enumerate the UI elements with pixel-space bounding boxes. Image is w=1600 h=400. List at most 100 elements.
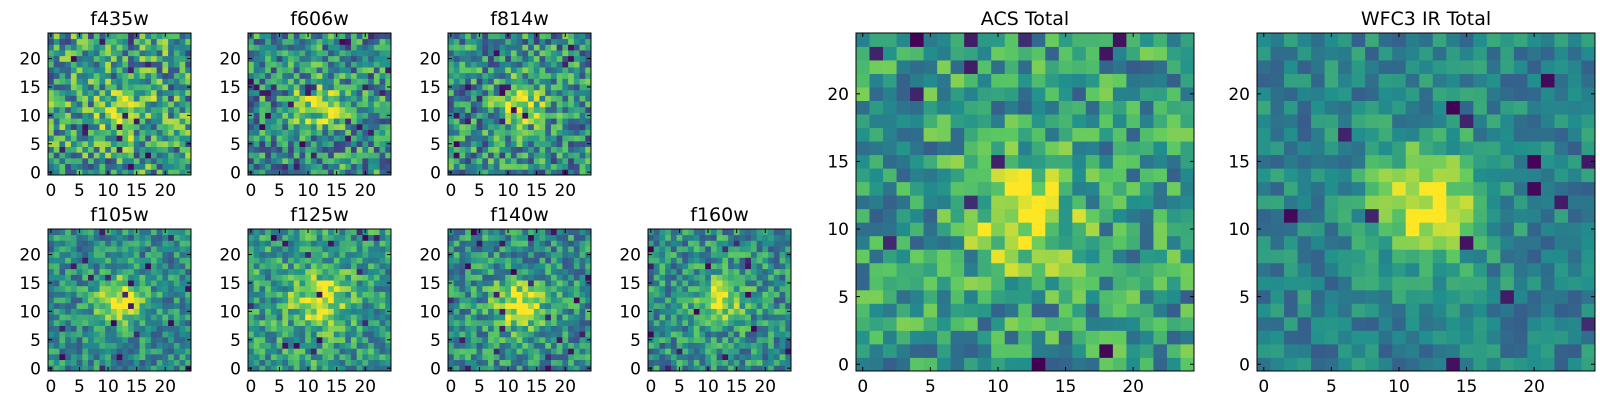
heatmap-cell: [1031, 195, 1046, 210]
heatmap-cell: [459, 50, 466, 57]
heatmap-cell: [528, 146, 535, 153]
heatmap-cell: [1180, 262, 1195, 277]
heatmap-cell: [459, 163, 466, 170]
heatmap-cell: [682, 263, 689, 270]
heatmap-cell: [168, 101, 175, 108]
heatmap-cell: [533, 263, 540, 270]
heatmap-cell: [65, 274, 72, 281]
heatmap-cell: [128, 280, 135, 287]
heatmap-cell: [773, 229, 780, 236]
heatmap-cell: [470, 291, 477, 298]
heatmap-cell: [573, 251, 580, 258]
heatmap-cell: [53, 112, 60, 119]
heatmap-cell: [465, 308, 472, 315]
heatmap-cell: [259, 61, 266, 68]
heatmap-cell: [1099, 208, 1114, 223]
heatmap-cell: [59, 274, 66, 281]
heatmap-cell: [48, 263, 55, 270]
heatmap-cell: [362, 118, 369, 125]
heatmap-cell: [345, 314, 352, 321]
y-tick-label: 15: [219, 274, 241, 294]
heatmap-cell: [510, 67, 518, 74]
heatmap-cell: [528, 123, 535, 130]
heatmap-cell: [516, 146, 523, 153]
heatmap-cell: [276, 342, 283, 349]
heatmap-cell: [70, 257, 77, 264]
heatmap-cell: [145, 67, 152, 74]
heatmap-cell: [670, 319, 677, 326]
heatmap-cell: [488, 152, 495, 159]
heatmap-cell: [328, 101, 335, 108]
heatmap-cell: [539, 61, 546, 68]
heatmap-cell: [162, 342, 169, 349]
heatmap-cell: [70, 251, 77, 258]
heatmap-cell: [282, 297, 289, 304]
heatmap-cell: [105, 342, 112, 349]
heatmap-cell: [128, 163, 135, 170]
heatmap-cell: [699, 359, 706, 366]
heatmap-cell: [510, 129, 518, 136]
heatmap-cell: [499, 67, 506, 74]
heatmap-cell: [950, 262, 965, 277]
heatmap-cell: [339, 61, 346, 68]
heatmap-cell: [248, 38, 255, 45]
heatmap-cell: [659, 302, 666, 309]
heatmap-cell: [499, 325, 506, 332]
heatmap-cell: [282, 129, 289, 136]
heatmap-cell: [70, 106, 77, 113]
heatmap-cell: [350, 61, 358, 68]
heatmap-cell: [322, 118, 329, 125]
heatmap-cell: [65, 331, 72, 338]
heatmap-cell: [270, 365, 277, 372]
heatmap-cell: [499, 229, 506, 236]
heatmap-cell: [139, 67, 146, 74]
heatmap-cell: [150, 348, 158, 355]
heatmap-cell: [1045, 289, 1060, 304]
heatmap-cell: [293, 365, 300, 372]
heatmap-cell: [293, 84, 300, 91]
heatmap-cell: [53, 280, 60, 287]
heatmap-cell: [276, 157, 283, 165]
heatmap-cell: [493, 353, 500, 361]
heatmap-cell: [688, 336, 695, 343]
heatmap-cell: [568, 55, 575, 62]
heatmap-cell: [88, 72, 95, 79]
heatmap-cell: [556, 331, 563, 338]
heatmap-cell: [676, 268, 683, 275]
heatmap-cell: [510, 157, 518, 165]
heatmap-cell: [910, 195, 924, 210]
heatmap-cell: [253, 302, 260, 309]
heatmap-cell: [453, 50, 460, 57]
heatmap-cell: [568, 268, 575, 275]
heatmap-cell: [964, 195, 979, 210]
heatmap-cell: [339, 163, 346, 170]
heatmap-cell: [733, 263, 740, 270]
heatmap-cell: [156, 348, 163, 355]
heatmap-cell: [1031, 262, 1046, 277]
heatmap-cell: [510, 72, 518, 79]
heatmap-cell: [105, 50, 112, 57]
heatmap-cell: [333, 319, 340, 326]
heatmap-cell: [133, 297, 140, 304]
heatmap-cell: [539, 44, 546, 51]
heatmap-cell: [762, 359, 769, 366]
heatmap-cell: [722, 331, 729, 338]
heatmap-cell: [162, 314, 169, 321]
heatmap-cell: [70, 84, 77, 91]
heatmap-cell: [693, 229, 700, 236]
heatmap-cell: [350, 319, 358, 326]
heatmap-cell: [699, 291, 706, 298]
heatmap-cell: [288, 342, 295, 349]
heatmap-cell: [110, 50, 118, 57]
heatmap-cell: [779, 365, 786, 372]
heatmap-cell: [1126, 343, 1141, 358]
heatmap-cell: [716, 325, 723, 332]
heatmap-cell: [253, 135, 260, 142]
heatmap-cell: [99, 140, 106, 147]
heatmap-cell: [516, 268, 523, 275]
heatmap-cell: [556, 246, 563, 253]
heatmap-cell: [345, 95, 352, 102]
heatmap-cell: [682, 268, 689, 275]
heatmap-cell: [688, 251, 695, 258]
heatmap-cell: [923, 154, 938, 169]
